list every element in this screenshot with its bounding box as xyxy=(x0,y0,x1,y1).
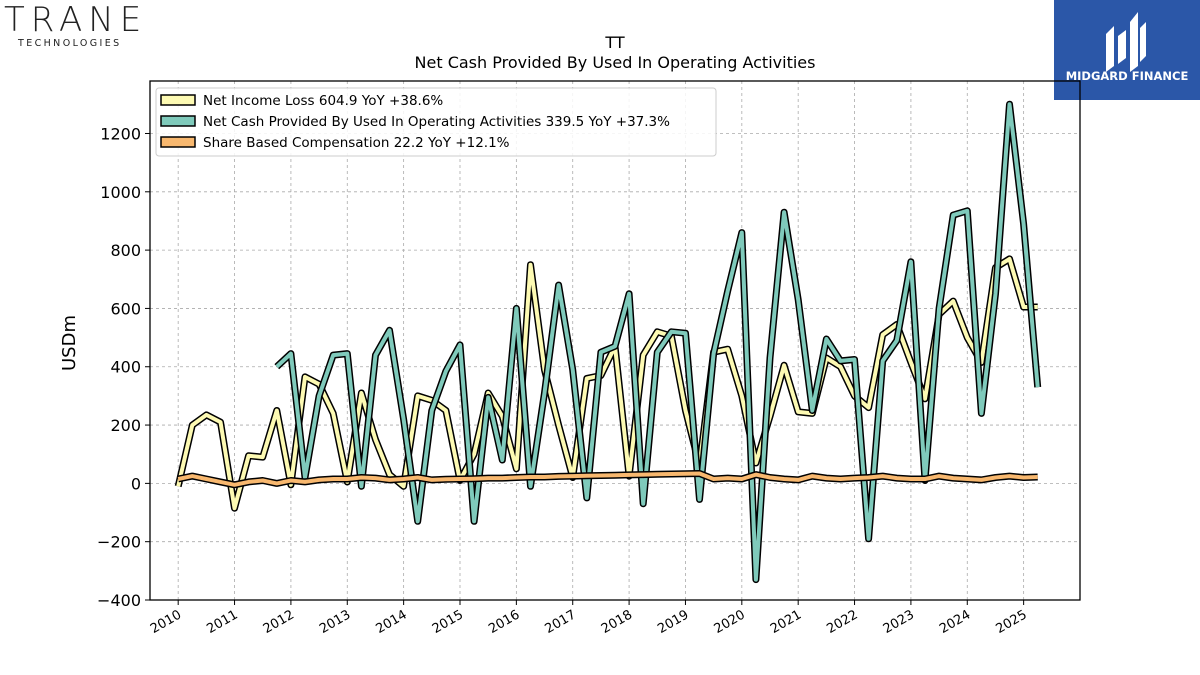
x-tick-label: 2025 xyxy=(993,607,1029,637)
chart-title: TT xyxy=(604,33,624,52)
x-tick-label: 2015 xyxy=(430,607,466,637)
series-line-2 xyxy=(177,471,1038,487)
y-tick-label: 400 xyxy=(110,358,141,377)
y-tick-label: 0 xyxy=(131,474,141,493)
y-axis-label: USDm xyxy=(59,315,80,371)
x-axis: 2010 2011 2012 2013 2014 2015 2016 2017 2018 2019… xyxy=(148,600,1030,637)
x-tick-label: 2023 xyxy=(881,607,917,637)
plot-frame xyxy=(149,80,1081,601)
legend-entry-label: Net Cash Provided By Used In Operating A… xyxy=(203,114,670,130)
y-tick-label: 800 xyxy=(110,241,141,260)
legend-swatch xyxy=(160,94,196,106)
y-tick-label: −400 xyxy=(97,591,141,610)
x-tick-label: 2012 xyxy=(261,607,297,637)
midgard-emblem-icon xyxy=(1106,12,1146,72)
x-tick-label: 2021 xyxy=(768,607,804,637)
series-line-1 xyxy=(275,102,1040,582)
legend-swatch xyxy=(160,136,196,148)
chart-subtitle: Net Cash Provided By Used In Operating A… xyxy=(415,53,816,72)
x-tick-label: 2016 xyxy=(486,607,522,637)
x-tick-label: 2020 xyxy=(712,607,748,637)
x-tick-label: 2011 xyxy=(204,607,240,637)
x-tick-label: 2010 xyxy=(148,607,184,637)
trane-logo: TRANE TECHNOLOGIES xyxy=(0,0,170,60)
midgard-logo-text: MIDGARD FINANCE xyxy=(1066,69,1189,83)
legend-entry-label: Share Based Compensation 22.2 YoY +12.1% xyxy=(203,135,510,151)
y-axis: −400 −200 0 200 400 600 800 1000 1200 xyxy=(97,124,150,610)
x-tick-label: 2013 xyxy=(317,607,353,637)
y-tick-label: −200 xyxy=(97,533,141,552)
legend-box xyxy=(155,87,717,157)
y-tick-label: 600 xyxy=(110,299,141,318)
y-tick-label: 1000 xyxy=(100,183,141,202)
trane-logo-wordmark: TRANE xyxy=(4,0,147,40)
y-tick-label: 1200 xyxy=(100,124,141,143)
x-tick-label: 2024 xyxy=(937,607,973,637)
series-lines xyxy=(174,100,1042,584)
x-tick-label: 2014 xyxy=(373,607,409,637)
legend-swatch xyxy=(160,115,196,127)
legend-entry-label: Net Income Loss 604.9 YoY +38.6% xyxy=(203,93,443,109)
legend: Net Income Loss 604.9 YoY +38.6% Net Cash… xyxy=(155,87,717,157)
midgard-finance-logo: MIDGARD FINANCE xyxy=(1054,0,1200,100)
x-tick-label: 2019 xyxy=(655,607,691,637)
x-tick-label: 2022 xyxy=(824,607,860,637)
x-tick-label: 2017 xyxy=(543,607,579,637)
trane-logo-subtext: TECHNOLOGIES xyxy=(17,38,122,49)
x-tick-label: 2018 xyxy=(599,607,635,637)
y-tick-label: 200 xyxy=(110,416,141,435)
